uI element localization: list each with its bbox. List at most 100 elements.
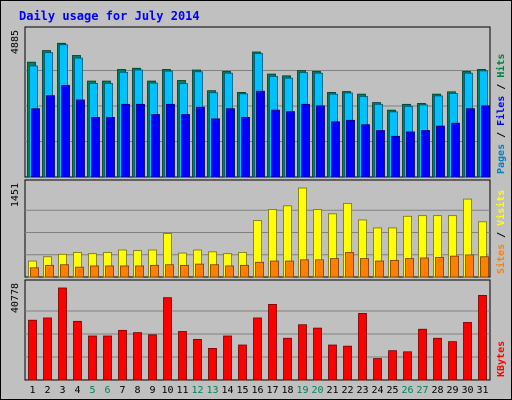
x-tick-label-5: 5 bbox=[89, 385, 95, 396]
panel-kbytes: 40778 KBytes bbox=[10, 279, 507, 381]
legend-sites: Sites bbox=[495, 244, 507, 274]
bar-pages-day-22 bbox=[346, 119, 355, 178]
bar-kbytes-day-28 bbox=[433, 337, 442, 381]
legend-separator: / bbox=[496, 78, 507, 96]
bar-sites-day-11 bbox=[180, 264, 189, 278]
x-tick-label-14: 14 bbox=[221, 385, 233, 396]
bar-sites-day-23 bbox=[360, 258, 369, 278]
x-tick-label-12: 12 bbox=[191, 385, 203, 396]
x-tick-label-4: 4 bbox=[74, 385, 80, 396]
bar-kbytes-day-27 bbox=[418, 328, 427, 381]
bar-kbytes-day-23 bbox=[358, 313, 367, 381]
bar-kbytes-day-11 bbox=[178, 331, 187, 381]
bar-kbytes-day-8 bbox=[133, 332, 142, 381]
legend-kbytes: KBytes bbox=[496, 341, 507, 377]
bar-sites-day-18 bbox=[285, 260, 294, 278]
bar-sites-day-4 bbox=[75, 266, 84, 278]
bar-pages-day-16 bbox=[256, 90, 265, 178]
bar-pages-day-11 bbox=[181, 114, 190, 178]
legend-hits: Hits bbox=[495, 54, 507, 78]
bar-sites-day-19 bbox=[300, 259, 309, 278]
legend-pages: Pages bbox=[496, 144, 507, 174]
panel-pages-files-hits: 4885 Pages / Files / Hits bbox=[10, 26, 507, 178]
bar-pages-day-13 bbox=[211, 118, 220, 178]
x-tick-label-20: 20 bbox=[311, 385, 323, 396]
bar-kbytes-day-7 bbox=[118, 329, 127, 381]
bar-kbytes-day-16 bbox=[253, 317, 262, 381]
bar-kbytes-day-30 bbox=[463, 322, 472, 381]
bar-pages-day-4 bbox=[76, 99, 85, 178]
bar-pages-day-14 bbox=[226, 108, 235, 178]
x-tick-label-6: 6 bbox=[104, 385, 110, 396]
panel-legend: KBytes bbox=[496, 341, 507, 377]
bar-kbytes-day-17 bbox=[268, 304, 277, 381]
bar-sites-day-2 bbox=[45, 264, 54, 278]
bar-pages-day-26 bbox=[406, 131, 415, 178]
bar-kbytes-day-18 bbox=[283, 337, 292, 381]
bar-pages-day-5 bbox=[91, 117, 100, 178]
bar-sites-day-5 bbox=[90, 265, 99, 278]
bar-sites-day-25 bbox=[390, 260, 399, 278]
bar-kbytes-day-1 bbox=[28, 319, 37, 381]
bar-kbytes-day-31 bbox=[478, 294, 487, 381]
bar-sites-day-17 bbox=[270, 260, 279, 278]
x-tick-label-16: 16 bbox=[251, 385, 263, 396]
bar-sites-day-28 bbox=[435, 256, 444, 278]
bar-kbytes-day-24 bbox=[373, 358, 382, 381]
bar-kbytes-day-14 bbox=[223, 335, 232, 381]
bar-pages-day-29 bbox=[451, 122, 460, 178]
bar-pages-day-17 bbox=[271, 109, 280, 178]
bar-kbytes-day-29 bbox=[448, 341, 457, 381]
bar-sites-day-10 bbox=[165, 264, 174, 278]
x-tick-label-13: 13 bbox=[206, 385, 218, 396]
bar-sites-day-13 bbox=[210, 264, 219, 278]
bar-sites-day-9 bbox=[150, 264, 159, 278]
bar-sites-day-12 bbox=[195, 263, 204, 278]
legend-separator: / bbox=[496, 226, 507, 244]
x-tick-label-25: 25 bbox=[386, 385, 398, 396]
bar-kbytes-day-6 bbox=[103, 335, 112, 381]
bar-kbytes-day-2 bbox=[43, 317, 52, 381]
x-tick-label-9: 9 bbox=[149, 385, 155, 396]
bar-sites-day-27 bbox=[420, 257, 429, 278]
bar-kbytes-day-22 bbox=[343, 345, 352, 381]
bar-pages-day-15 bbox=[241, 117, 250, 178]
x-tick-label-23: 23 bbox=[356, 385, 368, 396]
legend-separator: / bbox=[496, 126, 507, 144]
bar-pages-day-19 bbox=[301, 103, 310, 178]
bar-kbytes-day-21 bbox=[328, 344, 337, 381]
bar-sites-day-22 bbox=[345, 252, 354, 278]
y-max-label: 4885 bbox=[10, 30, 21, 54]
bar-kbytes-day-19 bbox=[298, 324, 307, 381]
bar-pages-day-10 bbox=[166, 103, 175, 178]
bar-pages-day-23 bbox=[361, 124, 370, 178]
series-kbytes bbox=[28, 287, 487, 381]
bar-pages-day-7 bbox=[121, 103, 130, 178]
x-tick-label-2: 2 bbox=[44, 385, 50, 396]
bar-sites-day-16 bbox=[255, 261, 264, 278]
bar-sites-day-29 bbox=[450, 255, 459, 278]
bar-pages-day-6 bbox=[106, 117, 115, 178]
panel-sites-visits: 1451 Sites / Visits bbox=[10, 179, 507, 278]
bar-pages-day-18 bbox=[286, 111, 295, 178]
x-tick-label-11: 11 bbox=[176, 385, 188, 396]
x-tick-label-29: 29 bbox=[446, 385, 458, 396]
x-axis: 1 2 3 4 5 6 7 8 9 10 11 12 13 14 15 16 17 18 19 20 21 22 23 24 2… bbox=[29, 385, 488, 396]
x-tick-label-31: 31 bbox=[476, 385, 488, 396]
legend-visits: Visits bbox=[495, 190, 507, 226]
x-tick-label-18: 18 bbox=[281, 385, 293, 396]
bar-sites-day-21 bbox=[330, 258, 339, 278]
panel-legend: Sites / Visits bbox=[495, 190, 507, 274]
bar-kbytes-day-13 bbox=[208, 348, 217, 381]
bar-kbytes-day-4 bbox=[73, 320, 82, 381]
x-tick-label-10: 10 bbox=[161, 385, 173, 396]
bar-sites-day-24 bbox=[375, 260, 384, 278]
x-tick-label-30: 30 bbox=[461, 385, 473, 396]
x-tick-label-17: 17 bbox=[266, 385, 278, 396]
bar-sites-day-14 bbox=[225, 265, 234, 278]
bar-kbytes-day-20 bbox=[313, 327, 322, 381]
bar-kbytes-day-10 bbox=[163, 297, 172, 381]
y-max-label: 40778 bbox=[10, 283, 21, 313]
bar-pages-day-27 bbox=[421, 130, 430, 178]
